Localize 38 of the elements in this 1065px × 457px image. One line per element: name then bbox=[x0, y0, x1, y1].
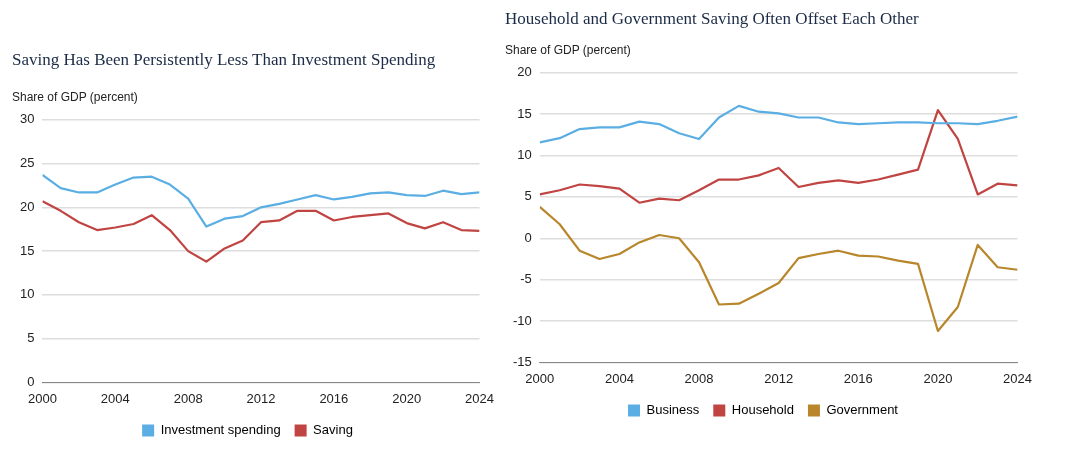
x-tick-label: 2000 bbox=[28, 390, 57, 406]
y-tick-label: 10 bbox=[19, 286, 35, 302]
y-tick-label: 30 bbox=[19, 111, 35, 127]
y-tick-label: 20 bbox=[517, 64, 532, 80]
x-tick-label: 2004 bbox=[604, 370, 634, 386]
y-tick-label: 10 bbox=[517, 147, 532, 163]
y-axis-title: Share of GDP (percent) bbox=[505, 43, 632, 57]
x-tick-label: 2020 bbox=[923, 370, 953, 386]
x-tick-label: 2020 bbox=[392, 390, 422, 406]
x-tick-label: 2016 bbox=[319, 390, 349, 406]
y-tick-label: 15 bbox=[517, 105, 532, 121]
y-tick-label: 5 bbox=[524, 188, 532, 204]
y-tick-label: -5 bbox=[520, 271, 532, 287]
y-tick-label: 5 bbox=[27, 330, 35, 346]
x-tick-label: 2008 bbox=[684, 370, 714, 386]
legend-label: Investment spending bbox=[160, 422, 281, 438]
chart-title: Saving Has Been Persistently Less Than Investment Spending bbox=[12, 50, 437, 70]
y-tick-label: -15 bbox=[512, 353, 532, 369]
y-tick-label: 15 bbox=[19, 242, 35, 258]
x-tick-label: 2012 bbox=[246, 390, 276, 406]
y-tick-label: 20 bbox=[19, 198, 35, 214]
y-tick-label: 0 bbox=[27, 373, 35, 389]
x-tick-label: 2000 bbox=[525, 370, 555, 386]
x-tick-label: 2012 bbox=[764, 370, 794, 386]
chart-title: Household and Government Saving Often Offset Each Other bbox=[505, 9, 920, 29]
legend-label: Government bbox=[826, 402, 899, 418]
y-tick-label: 25 bbox=[19, 155, 35, 171]
y-axis-title: Share of GDP (percent) bbox=[12, 90, 139, 104]
legend-label: Saving bbox=[313, 422, 353, 438]
legend-label: Household bbox=[731, 402, 794, 418]
y-tick-label: 0 bbox=[524, 229, 532, 245]
x-tick-label: 2016 bbox=[843, 370, 873, 386]
legend-label: Business bbox=[646, 402, 700, 418]
x-tick-label: 2008 bbox=[173, 390, 203, 406]
y-tick-label: -10 bbox=[512, 312, 532, 328]
x-tick-label: 2024 bbox=[465, 390, 494, 406]
x-tick-label: 2004 bbox=[100, 390, 130, 406]
x-tick-label: 2024 bbox=[1003, 370, 1032, 386]
